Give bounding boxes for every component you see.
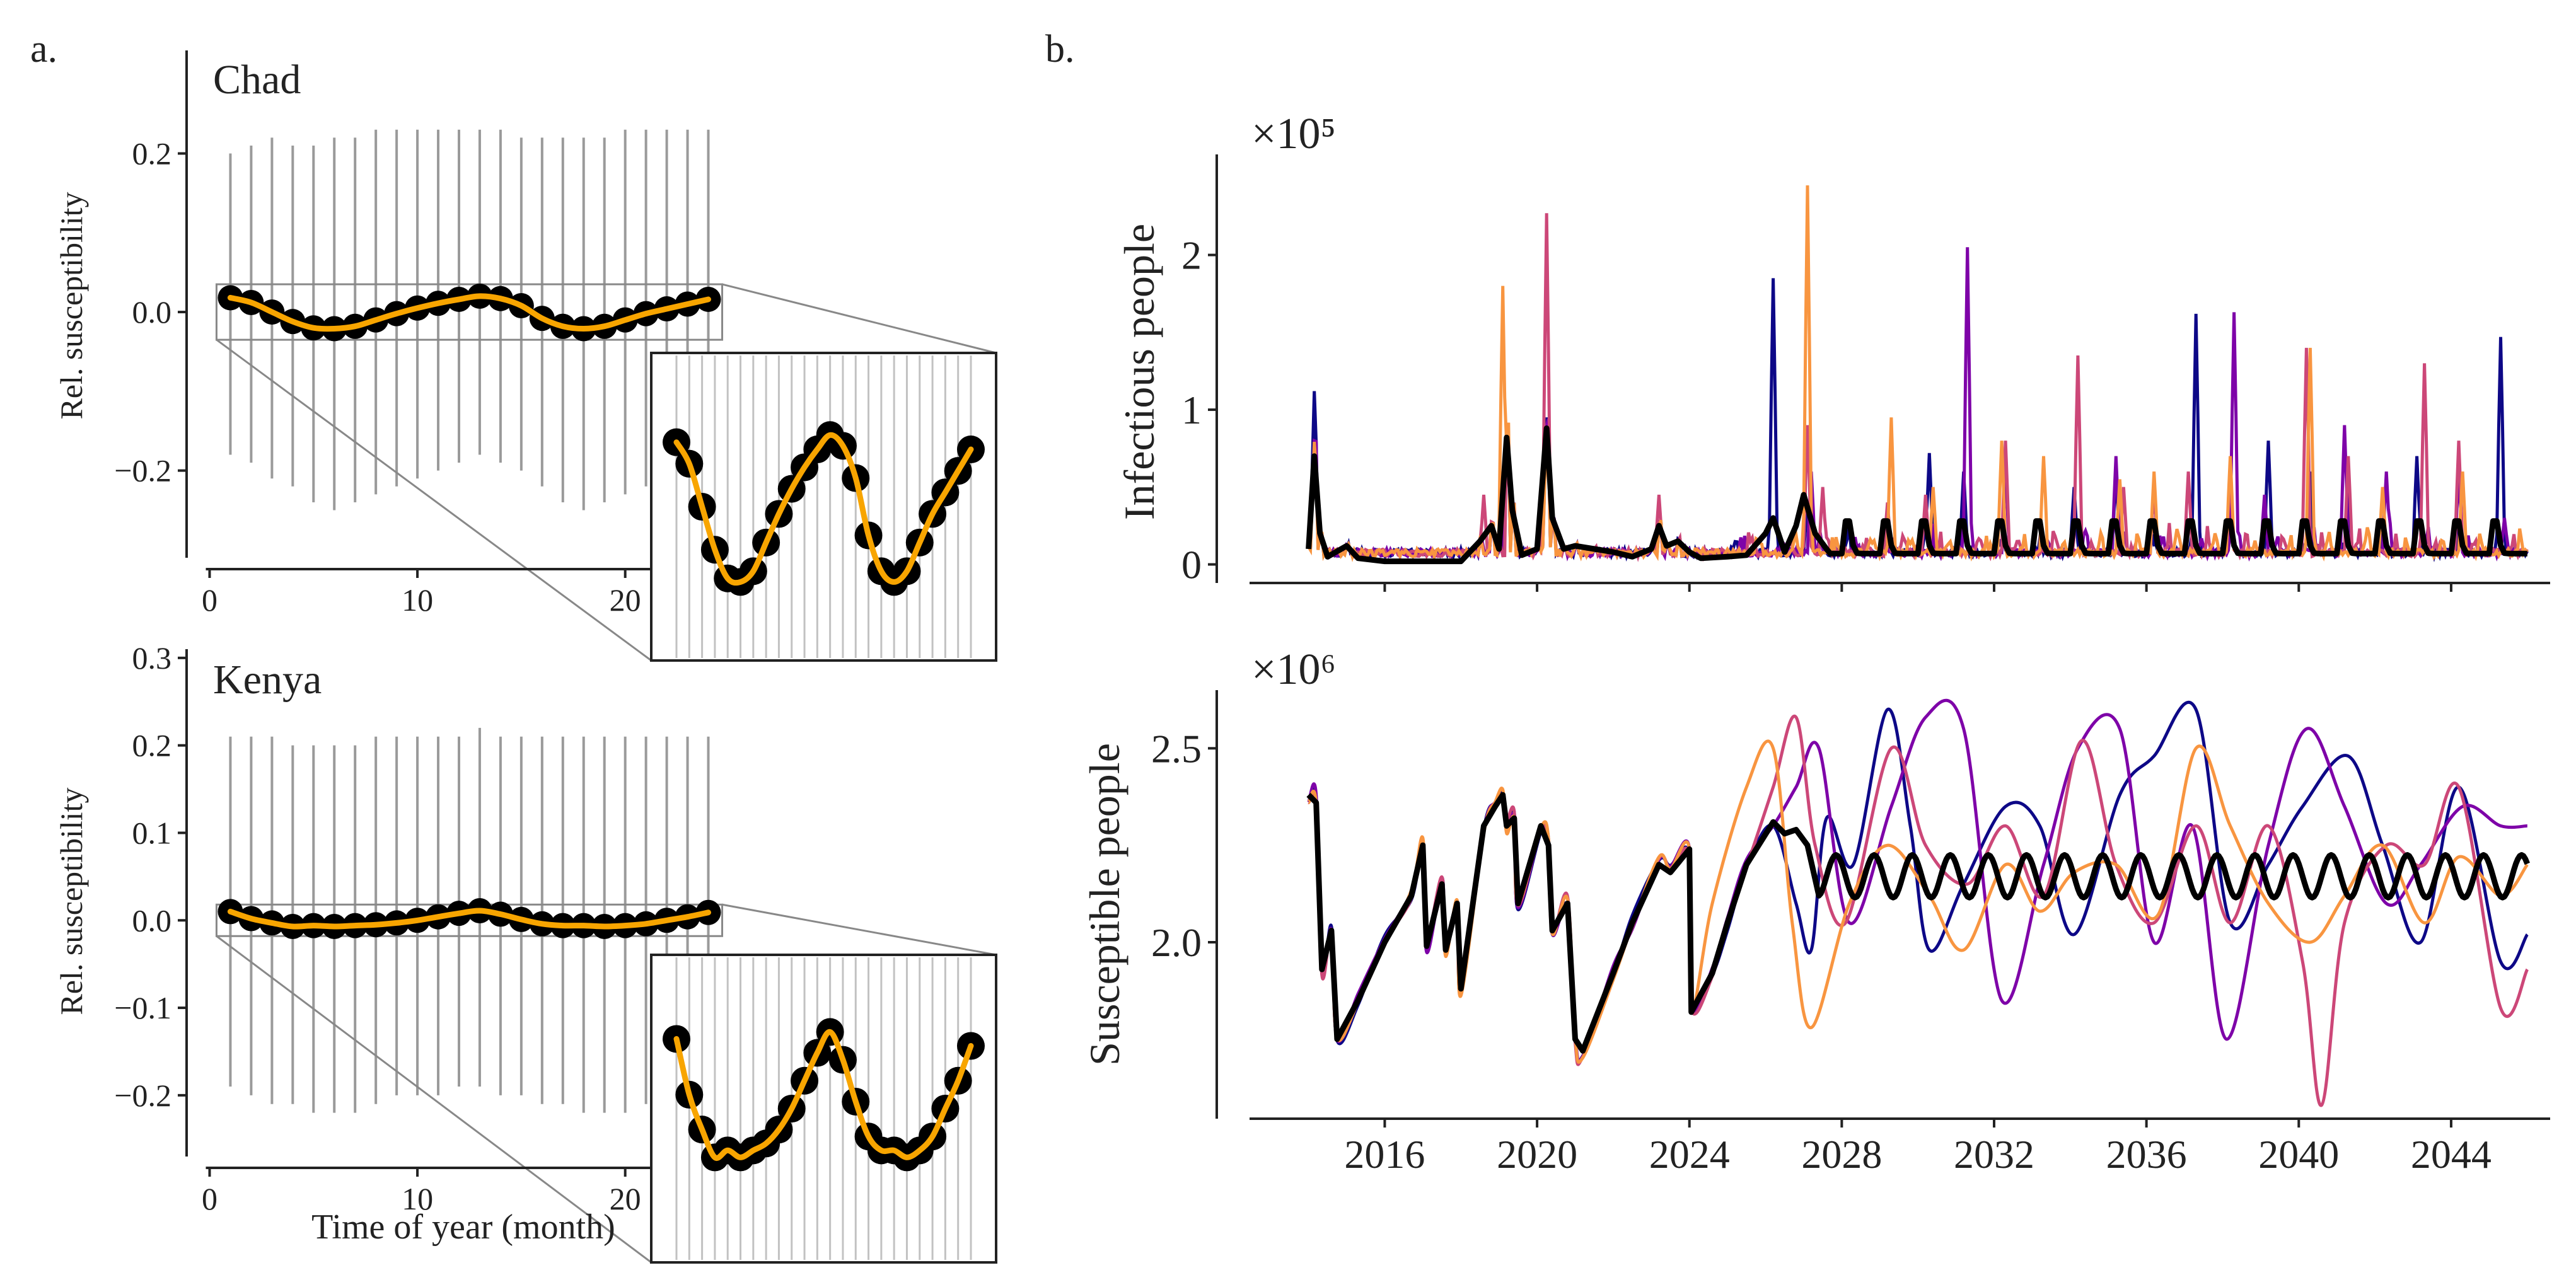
infectious-y-label: Infectious people (1115, 224, 1163, 520)
kenya-x-label: Time of year (month) (311, 1208, 615, 1247)
y-tick-label: 0.2 (132, 136, 172, 171)
y-tick-label: 1 (1181, 388, 1202, 432)
x-tick-label: 2032 (1954, 1132, 2034, 1177)
y-tick-label: 0 (1181, 543, 1202, 587)
x-tick-label: 10 (402, 1181, 433, 1216)
infectious-multiplier: ×10⁵ (1251, 110, 1336, 158)
chad-inset-fit-line (673, 432, 974, 586)
infectious-y-ticks: 0 1 2 (1181, 233, 1217, 587)
x-tick-label: 2024 (1649, 1132, 1730, 1177)
x-tick-label: 20 (610, 1181, 641, 1216)
susceptible-x-ticks: 2016 2020 2024 2028 2032 2036 2040 2044 (1344, 1119, 2492, 1177)
chad-zoom-connector (216, 338, 652, 662)
kenya-zoom-connector (722, 903, 997, 956)
infectious-x-ticks (1383, 583, 2452, 592)
kenya-inset (650, 954, 997, 1264)
y-tick-label: −0.1 (114, 990, 171, 1025)
kenya-data-points (218, 897, 721, 939)
infectious-plot: 0 1 2 ×10⁵ Infectious people (1115, 110, 2550, 592)
infectious-series (1307, 185, 2529, 562)
susceptible-series (1307, 698, 2529, 1107)
chad-zoom-connector (722, 283, 997, 354)
susceptible-multiplier: ×10⁶ (1251, 645, 1336, 694)
kenya-fit-line (227, 908, 711, 930)
chad-title: Chad (213, 57, 301, 103)
x-tick-label: 0 (202, 1181, 218, 1216)
panel-label-a: a. (30, 28, 57, 71)
x-tick-label: 2020 (1497, 1132, 1577, 1177)
chad-fit-line (227, 293, 711, 332)
y-tick-label: 2.0 (1151, 920, 1202, 965)
kenya-plot: 0.3 0.2 0.1 0.0 −0.1 −0.2 0 10 20 Kenya Rel. su… (54, 640, 997, 1264)
sim-series-4 (1307, 185, 2529, 562)
kenya-y-ticks: 0.3 0.2 0.1 0.0 −0.1 −0.2 (114, 640, 187, 1113)
y-tick-label: 0.1 (132, 815, 172, 850)
y-tick-label: 2.5 (1151, 726, 1202, 771)
chad-plot: 0.2 0.0 −0.2 0 10 20 Chad Rel. susceptibilit… (54, 50, 997, 662)
kenya-zoom-connector (216, 935, 652, 1264)
sim-series-3 (1307, 714, 2529, 1107)
susceptible-plot: 2.02.5 2016 2020 2024 2028 2032 2036 2040 2044 … (1081, 645, 2550, 1177)
susceptible-y-label: Susceptible people (1081, 743, 1128, 1066)
y-tick-label: 2 (1181, 233, 1202, 278)
x-tick-label: 2036 (2106, 1132, 2187, 1177)
kenya-inset-fit-line (673, 1029, 974, 1161)
kenya-x-ticks: 0 10 20 (202, 1167, 719, 1216)
infectious-mean-line (1306, 425, 2527, 565)
x-tick-label: 10 (402, 582, 433, 618)
x-tick-label: 2016 (1344, 1132, 1425, 1177)
y-tick-label: −0.2 (114, 453, 171, 488)
panel-label-b: b. (1045, 28, 1075, 71)
chad-inset (650, 352, 997, 662)
y-tick-label: 0.2 (132, 728, 172, 763)
sim-series-3 (1308, 213, 2529, 562)
x-tick-label: 0 (202, 582, 218, 618)
susceptible-y-ticks: 2.0 2.5 (1151, 726, 1217, 965)
x-tick-label: 2044 (2411, 1132, 2492, 1177)
kenya-y-label: Rel. susceptibility (54, 787, 89, 1015)
y-tick-label: −0.2 (114, 1078, 171, 1113)
chad-y-label: Rel. susceptibility (54, 192, 89, 419)
x-tick-label: 20 (610, 582, 641, 618)
chad-y-ticks: 0.2 0.0 −0.2 (114, 136, 187, 488)
chad-zoom-region (215, 283, 724, 341)
y-tick-label: 0.3 (132, 640, 172, 676)
kenya-title: Kenya (213, 657, 322, 703)
chad-x-ticks: 0 10 20 (202, 568, 719, 618)
y-tick-label: 0.0 (132, 903, 172, 938)
y-tick-label: 0.0 (132, 294, 172, 330)
x-tick-label: 2028 (1801, 1132, 1882, 1177)
susceptible-mean-line (1306, 792, 2530, 1054)
x-tick-label: 2040 (2258, 1132, 2339, 1177)
